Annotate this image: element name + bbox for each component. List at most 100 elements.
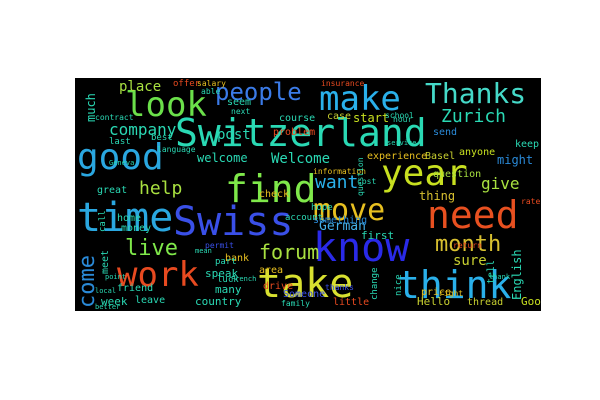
word: last xyxy=(109,137,131,147)
word: Good xyxy=(521,295,541,308)
word: area xyxy=(259,265,284,276)
word: luck xyxy=(217,275,239,285)
word: local xyxy=(95,287,117,295)
word: Basel xyxy=(425,151,456,162)
word: sure xyxy=(453,253,487,269)
word: little xyxy=(333,297,370,308)
word: bank xyxy=(225,253,250,264)
word: speak xyxy=(205,267,239,280)
word: Geneva xyxy=(109,159,135,167)
word: German xyxy=(319,219,366,234)
word: start xyxy=(353,111,390,125)
word: service xyxy=(387,139,417,147)
word: Hello xyxy=(417,295,451,308)
word: Zurich xyxy=(441,106,507,127)
word: problem xyxy=(273,127,316,138)
word: money xyxy=(121,223,152,234)
word: much xyxy=(84,93,98,122)
word: case xyxy=(327,111,352,122)
word: mean xyxy=(195,247,212,255)
word: information xyxy=(313,167,366,176)
word: better xyxy=(95,303,121,311)
word: time xyxy=(77,195,174,241)
word: country xyxy=(195,295,242,308)
word: English xyxy=(510,249,524,300)
word: send xyxy=(433,127,458,138)
word: insurance xyxy=(321,79,365,88)
word: cost xyxy=(357,177,377,186)
word: experience xyxy=(367,151,428,162)
word: check xyxy=(259,189,290,200)
word: part xyxy=(215,257,237,267)
word: return xyxy=(453,241,482,250)
word: place xyxy=(119,79,162,95)
word: drive xyxy=(263,281,294,292)
word: month xyxy=(435,232,502,257)
word: need xyxy=(427,193,519,237)
word: thank xyxy=(489,273,511,281)
word: next xyxy=(231,107,251,116)
word: find xyxy=(225,167,317,211)
word: price xyxy=(421,287,452,298)
word: work xyxy=(117,255,199,295)
word: welcome xyxy=(197,151,248,165)
word: school xyxy=(385,111,414,120)
word: something xyxy=(313,215,368,226)
word: call xyxy=(98,210,108,232)
word: permit xyxy=(205,241,234,250)
word: Thanks xyxy=(425,78,527,110)
word: family xyxy=(281,299,310,308)
word: make xyxy=(319,79,401,119)
word: contract xyxy=(95,113,134,122)
word: many xyxy=(215,283,242,296)
word: live xyxy=(125,236,178,261)
word: change xyxy=(370,267,380,300)
word: move xyxy=(313,193,386,228)
word: take xyxy=(257,261,354,307)
word: great xyxy=(97,185,128,196)
word: right xyxy=(439,289,464,298)
word: thanks xyxy=(325,283,354,292)
word: Swiss xyxy=(173,199,294,245)
word: salary xyxy=(197,79,226,88)
word: thread xyxy=(467,297,504,308)
word: tell xyxy=(486,259,497,284)
word: thing xyxy=(419,189,456,203)
word: best xyxy=(151,133,173,143)
word: course xyxy=(279,113,316,124)
word: offer xyxy=(173,79,201,89)
word: year xyxy=(381,153,468,194)
word: leave xyxy=(135,295,166,306)
word: keep xyxy=(515,139,540,150)
word: Switzerland xyxy=(175,111,427,155)
word: help xyxy=(139,178,183,199)
word: first xyxy=(361,229,395,242)
word: want xyxy=(315,172,359,193)
word: come xyxy=(75,255,100,308)
word: rate xyxy=(521,197,541,206)
word: forum xyxy=(259,240,320,264)
word: question xyxy=(433,169,482,180)
word: seem xyxy=(227,97,252,108)
word: French xyxy=(231,275,257,283)
word: might xyxy=(497,153,534,167)
word-cloud: Switzerland good look make Thanks people… xyxy=(75,78,541,311)
word: account xyxy=(285,213,323,223)
word: point xyxy=(105,273,127,281)
word: hope xyxy=(311,203,333,213)
word: nice xyxy=(394,274,404,296)
word: know xyxy=(313,225,410,271)
word: language xyxy=(157,145,196,154)
word: company xyxy=(109,120,177,139)
word: look xyxy=(125,85,207,125)
word: post xyxy=(217,127,251,143)
word: good xyxy=(77,137,164,178)
word: meet xyxy=(100,249,111,274)
word: home xyxy=(117,213,142,224)
word: Someone xyxy=(283,289,326,300)
word: hour xyxy=(393,115,413,124)
word: friend xyxy=(117,283,154,294)
word: able xyxy=(201,87,221,96)
word: question xyxy=(356,157,365,196)
word: Welcome xyxy=(271,151,331,167)
